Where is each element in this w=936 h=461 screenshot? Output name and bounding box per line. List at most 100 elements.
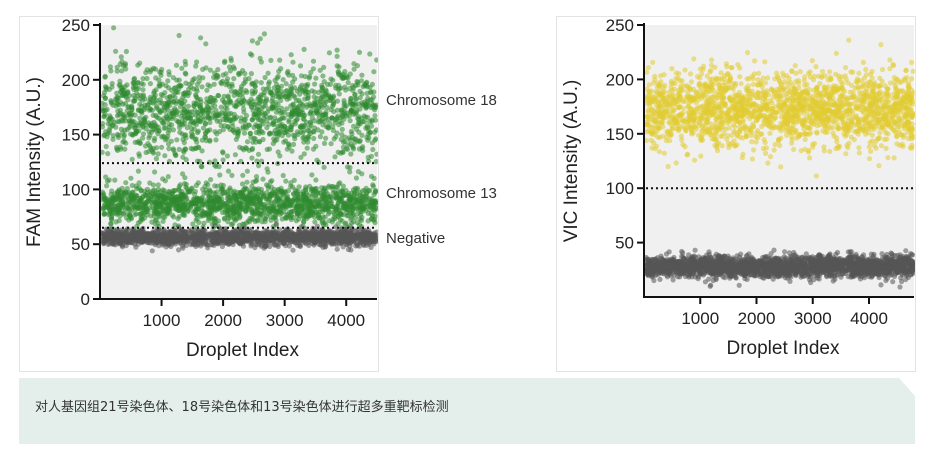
data-point <box>246 99 252 105</box>
data-point <box>104 197 110 204</box>
data-point <box>348 151 354 157</box>
data-point <box>147 98 153 104</box>
data-point <box>205 128 211 134</box>
data-point <box>147 81 153 87</box>
data-point <box>255 117 261 123</box>
data-point <box>322 97 328 103</box>
data-point <box>253 129 259 136</box>
data-point <box>367 51 373 57</box>
data-point <box>192 209 198 215</box>
data-point <box>244 89 250 95</box>
data-point <box>139 97 145 103</box>
data-point <box>181 204 187 210</box>
data-point <box>218 182 224 188</box>
data-point <box>321 140 328 146</box>
data-point <box>249 155 255 161</box>
data-point <box>223 207 229 213</box>
data-point <box>201 190 207 196</box>
data-point <box>183 135 189 141</box>
data-point <box>168 138 174 144</box>
data-point <box>254 106 260 112</box>
data-point <box>347 169 353 175</box>
data-point <box>202 120 208 127</box>
data-point <box>359 91 365 97</box>
data-point <box>371 69 377 75</box>
data-point <box>189 112 195 118</box>
data-point <box>278 97 284 104</box>
data-point <box>257 122 263 129</box>
data-point <box>203 41 209 47</box>
data-point <box>233 136 239 142</box>
data-point <box>271 85 277 91</box>
data-point <box>352 197 358 203</box>
data-point <box>219 97 226 103</box>
data-point <box>342 84 348 90</box>
data-point <box>297 91 303 97</box>
data-point <box>250 179 256 185</box>
data-point <box>236 232 242 238</box>
data-point <box>225 215 231 221</box>
data-point <box>205 182 211 188</box>
data-point <box>232 152 238 158</box>
data-point <box>357 216 363 222</box>
data-point <box>335 213 341 219</box>
data-point <box>323 201 329 207</box>
data-point <box>351 189 358 195</box>
data-point <box>166 99 172 105</box>
data-point <box>220 150 226 156</box>
data-point <box>252 101 258 107</box>
data-point <box>255 206 261 212</box>
data-point <box>296 211 302 217</box>
data-point <box>120 118 126 124</box>
data-point <box>191 126 197 132</box>
data-point <box>348 141 354 147</box>
data-point <box>165 174 171 180</box>
data-point <box>314 108 320 114</box>
data-point <box>364 134 370 140</box>
data-point <box>140 87 146 93</box>
data-point <box>193 63 199 69</box>
data-point <box>372 113 378 119</box>
data-point <box>111 25 117 31</box>
data-point <box>301 151 307 157</box>
data-point <box>142 215 148 221</box>
data-point <box>123 236 130 242</box>
data-point <box>128 104 135 110</box>
data-point <box>329 240 335 246</box>
data-point <box>265 70 271 76</box>
data-point <box>120 114 126 120</box>
data-point <box>211 74 217 80</box>
data-point <box>208 94 214 101</box>
data-point <box>238 189 244 195</box>
data-point <box>165 78 171 84</box>
data-point <box>301 123 307 129</box>
data-point <box>369 97 375 103</box>
data-point <box>214 194 220 200</box>
data-point <box>294 191 300 197</box>
data-point <box>126 125 132 131</box>
data-point <box>213 112 219 118</box>
data-point <box>182 181 188 187</box>
data-point <box>194 88 200 94</box>
data-point <box>272 77 278 83</box>
data-point <box>198 35 204 41</box>
data-point <box>108 214 115 220</box>
data-point <box>231 76 237 82</box>
data-point <box>144 190 150 196</box>
data-point <box>280 91 286 98</box>
data-point <box>175 207 181 214</box>
data-point <box>280 231 287 237</box>
data-point <box>169 116 175 122</box>
data-point <box>192 107 198 113</box>
data-point <box>108 68 114 74</box>
data-point <box>266 81 272 87</box>
data-point <box>334 107 340 113</box>
data-point <box>239 145 245 151</box>
data-point <box>248 103 254 110</box>
data-point <box>255 40 261 46</box>
data-point <box>244 139 251 145</box>
data-point <box>249 52 255 58</box>
data-point <box>180 94 186 100</box>
data-point <box>258 196 264 202</box>
data-point <box>301 219 307 225</box>
